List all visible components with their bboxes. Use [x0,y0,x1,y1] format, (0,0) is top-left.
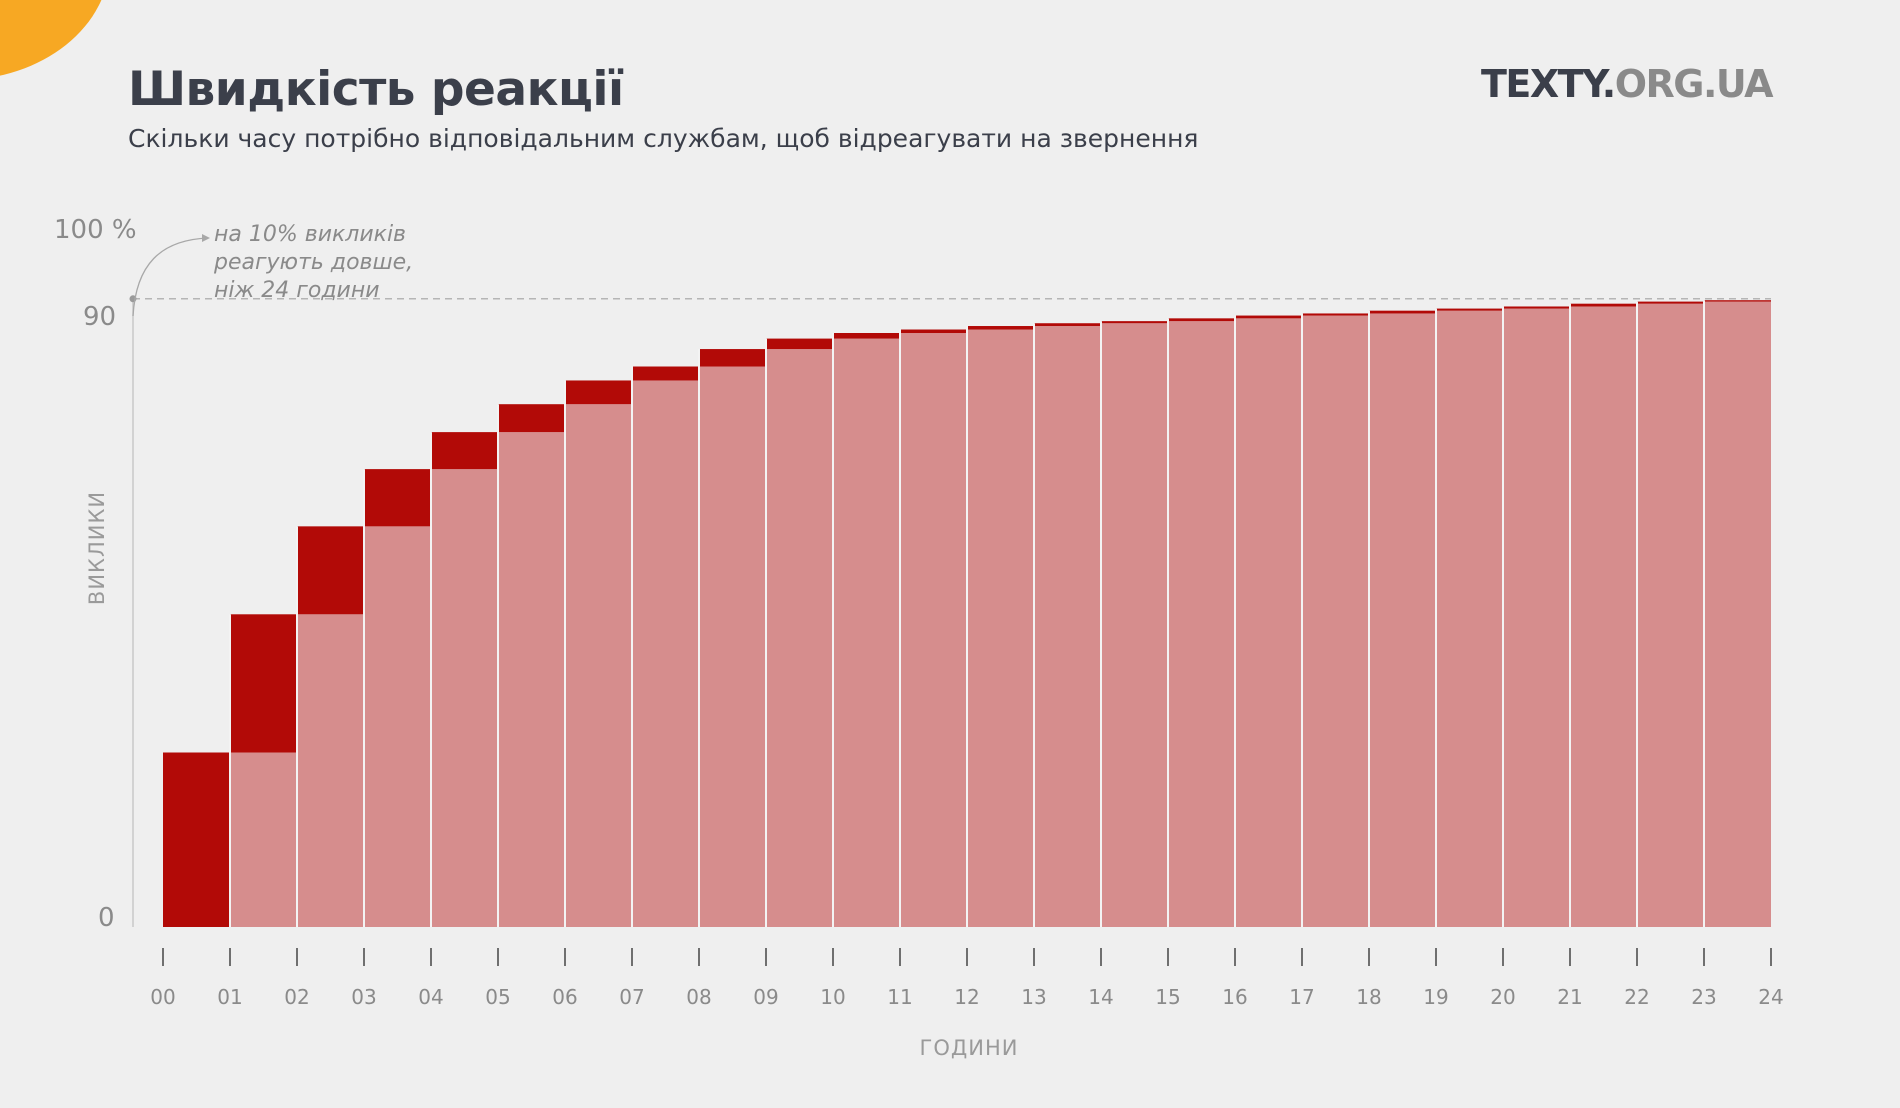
bar-cumulative [699,366,766,928]
x-tick-label: 18 [1356,985,1381,1009]
bar-cumulative [1168,321,1235,927]
bar-increment [1302,313,1369,316]
x-tick-label: 09 [753,985,778,1009]
x-tick-label: 20 [1490,985,1515,1009]
bar-cumulative [967,329,1034,928]
bar-cumulative [1101,323,1168,928]
x-tick-label: 01 [217,985,242,1009]
bar-increment [632,366,699,381]
logo-suffix: ORG.UA [1614,62,1774,106]
y-tick-label: 100 % [54,215,137,245]
bar-cumulative [766,349,833,927]
bar-cumulative [1704,301,1771,927]
bar-cumulative [1034,326,1101,928]
logo-main: TEXTY. [1480,62,1616,106]
x-tick-label: 19 [1423,985,1448,1009]
bar-increment [1704,300,1771,302]
annotation-line: реагують довше, [213,250,413,275]
x-tick-label: 13 [1021,985,1046,1009]
bar-cumulative [1235,318,1302,927]
bars-layer [163,300,1771,928]
annotation-arrowhead [202,234,210,242]
y-tick-label: 90 [83,302,116,332]
bar-cumulative [565,404,632,927]
bar-cumulative [498,432,565,927]
bar-cumulative [1369,313,1436,927]
x-tick-label: 06 [552,985,577,1009]
x-tick-label: 11 [887,985,912,1009]
bar-cumulative [1302,315,1369,927]
bar-cumulative [833,338,900,927]
labels-layer: 0 90 100 % 00 01 02 03 04 05 06 07 08 09 10 11 12 13 14 15… [54,215,1784,1060]
x-tick-label: 02 [284,985,309,1009]
bar-increment [1503,306,1570,309]
annotation-arrow [132,237,209,317]
bar-increment [1235,315,1302,319]
bar-cumulative [230,752,297,927]
bar-increment [833,333,900,339]
axes-layer [129,234,1772,966]
bar-increment [297,526,364,615]
bar-increment [967,326,1034,330]
x-tick-label: 16 [1222,985,1247,1009]
y-tick-label: 0 [98,903,115,933]
bar-increment [364,469,431,527]
bar-increment [230,614,297,753]
bar-increment [1168,318,1235,322]
x-tick-label: 15 [1155,985,1180,1009]
bar-cumulative [431,469,498,927]
bar-increment [1034,323,1101,327]
bar-increment [1101,321,1168,324]
bar-increment [1570,303,1637,307]
bar-cumulative [900,333,967,927]
x-tick-label: 23 [1691,985,1716,1009]
bar-increment [1436,308,1503,311]
y-axis-title: ВИКЛИКИ [85,491,109,605]
x-tick-label: 21 [1557,985,1582,1009]
x-tick-label: 08 [686,985,711,1009]
x-tick-label: 05 [485,985,510,1009]
bar-cumulative [632,380,699,927]
bar-cumulative [1637,303,1704,927]
bar-cumulative [1570,306,1637,927]
bar-increment [565,380,632,405]
annotation-line: ніж 24 години [214,278,380,303]
x-tick-label: 24 [1758,985,1783,1009]
logo: TEXTY.ORG.UA [1480,62,1774,106]
bar-increment [1369,310,1436,314]
x-tick-label: 07 [619,985,644,1009]
x-tick-label: 17 [1289,985,1314,1009]
x-axis-title: ГОДИНИ [920,1036,1019,1060]
x-tick-label: 10 [820,985,845,1009]
bar-increment [699,349,766,367]
bar-cumulative [1503,308,1570,927]
x-tick-label: 03 [351,985,376,1009]
bar-increment [498,404,565,433]
annotation-line: на 10% викликів [214,222,406,247]
bar-increment [1637,301,1704,304]
chart-title: Швидкість реакції [128,62,624,117]
chart-subtitle: Скільки часу потрібно відповідальним слу… [128,124,1199,153]
bar-increment [900,329,967,334]
bar-cumulative [364,526,431,927]
x-tick-label: 14 [1088,985,1113,1009]
bar-increment [163,752,230,927]
x-tick-label: 00 [150,985,175,1009]
x-tick-label: 12 [954,985,979,1009]
bar-cumulative [1436,310,1503,927]
x-tick-label: 04 [418,985,443,1009]
bar-increment [766,338,833,350]
x-tick-label: 22 [1624,985,1649,1009]
bar-cumulative [297,614,364,927]
bar-increment [431,432,498,470]
